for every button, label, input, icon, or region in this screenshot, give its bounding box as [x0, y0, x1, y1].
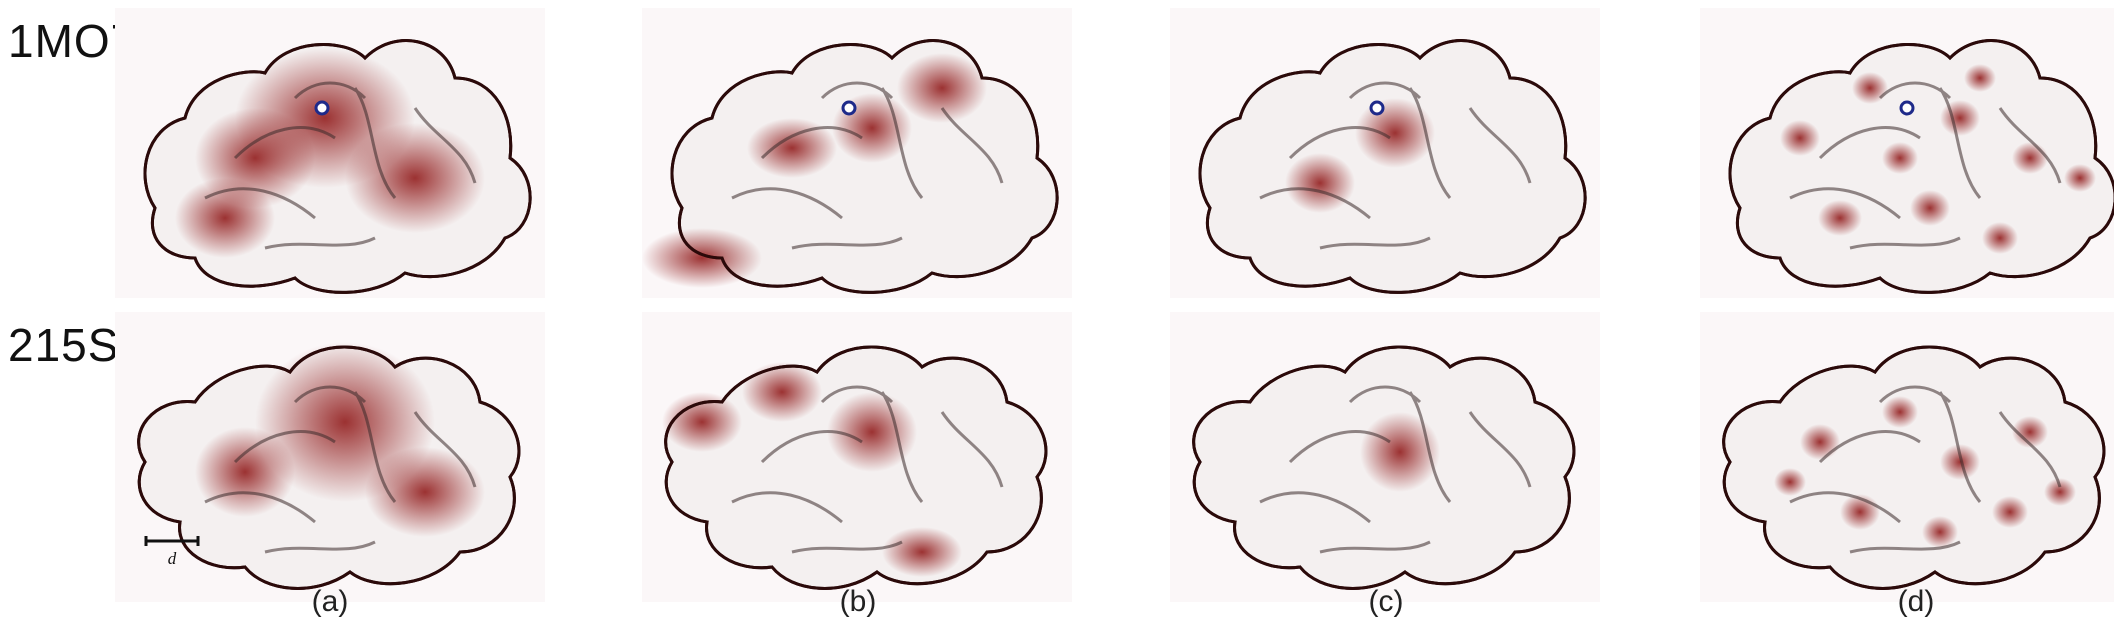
caption-b: (b)	[839, 585, 877, 618]
panel-1mo7-b	[642, 8, 1072, 298]
scale-bar-label: d	[168, 549, 177, 568]
protein-surface-1mo7-b	[642, 8, 1072, 298]
caption-c: (c)	[1368, 585, 1404, 618]
protein-surface-215s-a	[115, 312, 545, 602]
scale-bar: d	[143, 532, 203, 572]
panel-215s-d	[1700, 312, 2114, 602]
row-label-1mo7: 1MO7	[8, 15, 138, 67]
panel-215s-c	[1170, 312, 1600, 602]
caption-d: (d)	[1897, 585, 1935, 618]
panel-215s-a	[115, 312, 545, 602]
panel-1mo7-d	[1700, 8, 2114, 298]
protein-surface-1mo7-d	[1700, 8, 2114, 298]
panel-1mo7-c	[1170, 8, 1600, 298]
caption-a: (a)	[311, 585, 349, 618]
panel-1mo7-a	[115, 8, 545, 298]
protein-surface-215s-b	[642, 312, 1072, 602]
protein-surface-215s-c	[1170, 312, 1600, 602]
panel-215s-b	[642, 312, 1072, 602]
row-label-215s: 215S	[8, 319, 120, 371]
protein-surface-1mo7-c	[1170, 8, 1600, 298]
protein-surface-1mo7-a	[115, 8, 545, 298]
protein-surface-215s-d	[1700, 312, 2114, 602]
